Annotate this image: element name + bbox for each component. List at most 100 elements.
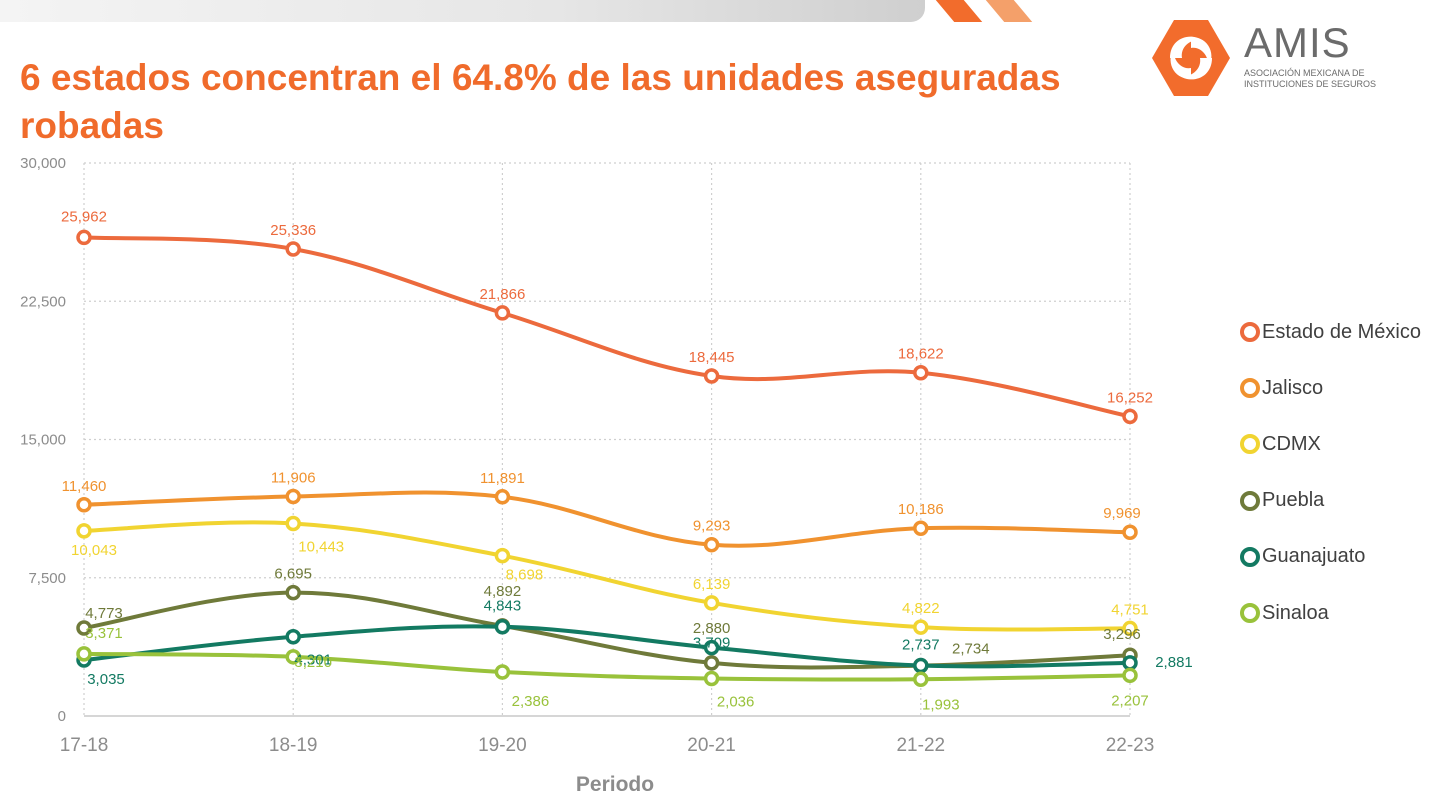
x-tick-label: 17-18 <box>60 735 109 756</box>
y-tick-label: 22,500 <box>20 293 66 310</box>
data-label: 2,036 <box>717 693 755 710</box>
data-point-marker <box>703 595 720 611</box>
data-label: 11,460 <box>62 478 107 495</box>
data-point-marker <box>494 305 511 321</box>
data-label: 10,186 <box>898 501 944 518</box>
data-point-marker <box>76 620 92 636</box>
data-point-marker <box>285 649 301 665</box>
data-label: 9,969 <box>1103 505 1141 522</box>
series-line-2 <box>82 520 1132 632</box>
data-point-marker <box>1122 408 1138 425</box>
legend-label: Sinaloa <box>1262 601 1329 624</box>
data-point-marker <box>494 547 511 564</box>
data-label: 3,296 <box>1103 626 1141 643</box>
data-label: 18,622 <box>898 346 944 363</box>
logo-subtitle-line1: ASOCIACIÓN MEXICANA DE <box>1244 68 1365 78</box>
data-point-marker <box>494 618 511 635</box>
legend-item-5: Sinaloa <box>1240 585 1440 641</box>
y-tick-label: 15,000 <box>20 432 66 449</box>
y-tick-label: 7,500 <box>28 570 66 587</box>
legend-marker <box>1240 378 1260 399</box>
x-tick-label: 22-23 <box>1106 735 1155 756</box>
data-point-marker <box>913 520 929 536</box>
x-axis-label: Periodo <box>576 773 654 796</box>
legend-label: Guanajuato <box>1262 545 1366 568</box>
series-line-4 <box>82 624 1132 669</box>
data-point-marker <box>76 523 92 539</box>
data-point-marker <box>1122 620 1138 637</box>
y-tick-label: 30,000 <box>20 155 66 172</box>
data-point-marker <box>76 497 92 513</box>
data-label: 2,734 <box>952 641 990 658</box>
data-label: 2,207 <box>1111 692 1149 709</box>
data-label: 10,043 <box>71 542 117 559</box>
series-line-5 <box>82 651 1132 682</box>
page-title: 6 estados concentran el 64.8% de las uni… <box>20 57 1061 146</box>
data-point-marker <box>913 671 929 688</box>
data-point-marker <box>285 628 301 645</box>
logo-subtitle: ASOCIACIÓN MEXICANA DE INSTITUCIONES DE … <box>1244 68 1376 90</box>
data-label: 10,443 <box>298 539 344 556</box>
data-label: 9,293 <box>693 518 731 535</box>
legend-marker <box>1240 603 1260 624</box>
data-point-marker <box>913 364 929 381</box>
data-point-marker <box>703 536 720 553</box>
data-point-marker <box>1122 524 1138 540</box>
legend-marker <box>1240 546 1260 567</box>
data-label: 3,035 <box>87 671 125 688</box>
header-gradient-bar <box>0 0 925 22</box>
logo-name: AMIS <box>1244 19 1351 66</box>
data-label: 4,301 <box>294 652 332 669</box>
data-point-marker <box>703 639 720 656</box>
amis-logo-icon <box>1152 20 1230 96</box>
series-line-0 <box>82 235 1132 419</box>
data-label: 16,252 <box>1107 389 1153 406</box>
legend-item-0: Estado de México <box>1240 304 1440 360</box>
data-label: 2,880 <box>693 620 731 637</box>
data-label: 2,386 <box>512 693 550 710</box>
data-label: 4,822 <box>902 600 940 617</box>
legend-label: Estado de México <box>1262 320 1421 343</box>
data-point-marker <box>703 655 720 671</box>
data-point-marker <box>494 664 511 680</box>
data-point-marker <box>913 657 929 674</box>
legend-item-4: Guanajuato <box>1240 529 1440 585</box>
x-tick-label: 18-19 <box>269 735 318 756</box>
series-line-1 <box>82 490 1132 548</box>
x-tick-label: 19-20 <box>478 735 527 756</box>
data-label: 25,336 <box>270 222 316 239</box>
data-point-marker <box>913 619 929 635</box>
data-point-marker <box>703 368 720 384</box>
data-point-marker <box>285 241 301 257</box>
data-label: 11,891 <box>480 470 525 487</box>
legend-item-1: Jalisco <box>1240 360 1440 416</box>
data-label: 4,892 <box>484 583 522 600</box>
data-label: 6,695 <box>274 566 312 583</box>
x-tick-label: 21-22 <box>896 735 945 756</box>
data-point-marker <box>1122 667 1138 684</box>
chart-legend: Estado de México Jalisco CDMX Puebla Guanaju… <box>1240 304 1440 641</box>
x-tick-label: 20-21 <box>687 735 736 756</box>
data-label: 1,993 <box>922 696 960 713</box>
data-label: 3,210 <box>294 654 332 671</box>
data-label: 3,371 <box>85 625 123 642</box>
data-label: 4,773 <box>85 605 123 622</box>
legend-label: Puebla <box>1262 489 1325 512</box>
data-label: 2,881 <box>1155 654 1193 671</box>
data-point-marker <box>285 515 301 532</box>
data-point-marker <box>1122 655 1138 671</box>
data-point-marker <box>703 670 720 687</box>
data-label: 4,843 <box>484 598 522 615</box>
y-tick-label: 0 <box>58 708 66 725</box>
data-point-marker <box>76 646 92 662</box>
legend-marker <box>1240 490 1260 511</box>
legend-label: Jalisco <box>1262 376 1324 399</box>
data-label: 2,737 <box>902 637 940 654</box>
data-label: 6,139 <box>693 576 731 593</box>
legend-item-2: CDMX <box>1240 416 1440 472</box>
data-point-marker <box>285 584 301 601</box>
data-point-marker <box>76 229 92 246</box>
data-label: 3,709 <box>693 635 731 652</box>
legend-label: CDMX <box>1262 432 1321 455</box>
